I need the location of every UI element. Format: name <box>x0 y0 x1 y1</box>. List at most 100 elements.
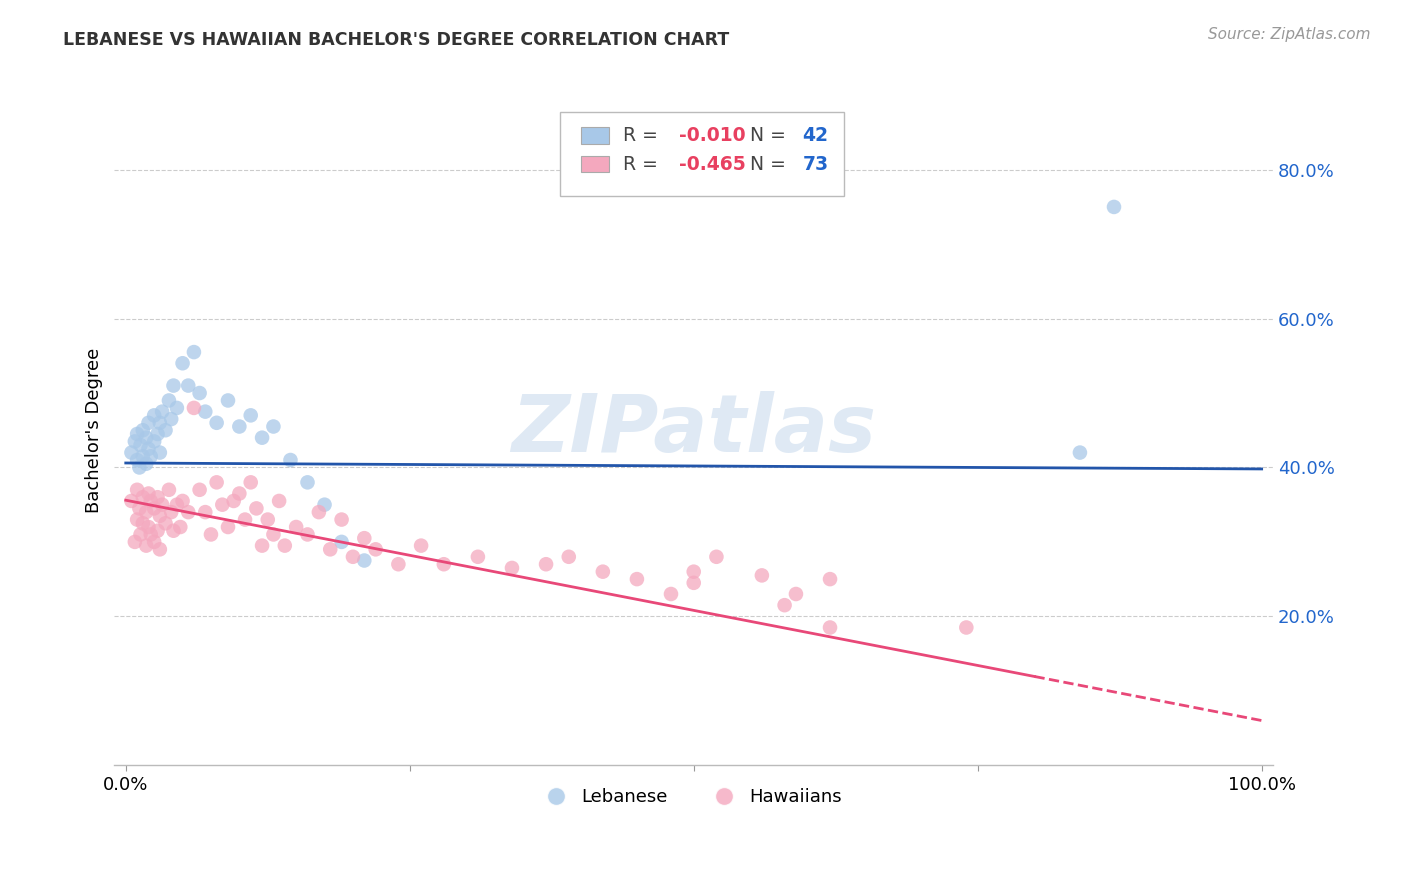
Point <box>308 505 330 519</box>
Text: N =: N = <box>751 155 793 174</box>
Point <box>364 542 387 557</box>
Legend: Lebanese, Hawaiians: Lebanese, Hawaiians <box>538 780 849 814</box>
Point <box>127 453 149 467</box>
Point <box>124 535 146 549</box>
Point <box>135 539 157 553</box>
Point <box>177 505 200 519</box>
Point <box>143 501 166 516</box>
Point <box>773 598 796 612</box>
Point <box>135 431 157 445</box>
Point <box>120 494 142 508</box>
Point <box>353 553 375 567</box>
Point <box>183 345 205 359</box>
Point <box>139 450 162 464</box>
Point <box>143 434 166 449</box>
Point <box>194 404 217 418</box>
Point <box>222 494 245 508</box>
Point <box>682 565 704 579</box>
Point <box>149 416 172 430</box>
Point <box>706 549 728 564</box>
Point <box>162 378 184 392</box>
Point <box>129 527 152 541</box>
Point <box>138 442 160 456</box>
Point <box>433 558 456 572</box>
Point <box>172 356 194 370</box>
Point <box>160 505 183 519</box>
Point <box>146 427 169 442</box>
Point <box>128 501 150 516</box>
Point <box>124 434 146 449</box>
Point <box>169 520 191 534</box>
Text: -0.465: -0.465 <box>679 155 745 174</box>
Point <box>166 498 188 512</box>
Point <box>155 423 177 437</box>
Point <box>162 524 184 538</box>
Point <box>245 501 267 516</box>
Point <box>239 475 262 490</box>
Point <box>132 450 155 464</box>
Point <box>135 457 157 471</box>
Point <box>135 505 157 519</box>
Point <box>157 483 180 497</box>
Point <box>155 516 177 531</box>
Point <box>262 527 284 541</box>
Point <box>297 475 319 490</box>
Point <box>146 490 169 504</box>
Point <box>132 490 155 504</box>
Point <box>314 498 336 512</box>
Point <box>280 453 302 467</box>
Point <box>1102 200 1125 214</box>
Point <box>682 575 704 590</box>
Point <box>785 587 807 601</box>
Point <box>233 512 256 526</box>
Text: 42: 42 <box>803 126 828 145</box>
Point <box>228 486 250 500</box>
Point <box>228 419 250 434</box>
Point <box>149 508 172 523</box>
Point <box>183 401 205 415</box>
Y-axis label: Bachelor's Degree: Bachelor's Degree <box>86 348 103 513</box>
FancyBboxPatch shape <box>581 156 609 172</box>
Point <box>120 445 142 459</box>
Point <box>411 539 433 553</box>
Text: -0.010: -0.010 <box>679 126 745 145</box>
Point <box>217 520 239 534</box>
Point <box>659 587 682 601</box>
Point <box>330 512 353 526</box>
Point <box>297 527 319 541</box>
Point <box>132 423 155 437</box>
Point <box>626 572 648 586</box>
Point <box>138 486 160 500</box>
FancyBboxPatch shape <box>581 128 609 144</box>
Point <box>319 542 342 557</box>
Point <box>200 527 222 541</box>
Point <box>188 483 211 497</box>
FancyBboxPatch shape <box>561 112 845 195</box>
Point <box>205 416 228 430</box>
Point <box>177 378 200 392</box>
Point <box>1069 445 1091 459</box>
Point <box>285 520 308 534</box>
Point <box>138 416 160 430</box>
Point <box>353 531 375 545</box>
Text: N =: N = <box>751 126 793 145</box>
Point <box>217 393 239 408</box>
Point <box>205 475 228 490</box>
Point <box>342 549 364 564</box>
Point <box>139 527 162 541</box>
Point <box>818 620 841 634</box>
Text: Source: ZipAtlas.com: Source: ZipAtlas.com <box>1208 27 1371 42</box>
Point <box>194 505 217 519</box>
Point <box>150 404 173 418</box>
Point <box>129 438 152 452</box>
Point <box>818 572 841 586</box>
Point <box>256 512 278 526</box>
Text: R =: R = <box>623 126 664 145</box>
Point <box>128 460 150 475</box>
Point <box>592 565 614 579</box>
Point <box>143 409 166 423</box>
Point <box>467 549 489 564</box>
Point <box>150 498 173 512</box>
Point <box>269 494 291 508</box>
Point <box>143 535 166 549</box>
